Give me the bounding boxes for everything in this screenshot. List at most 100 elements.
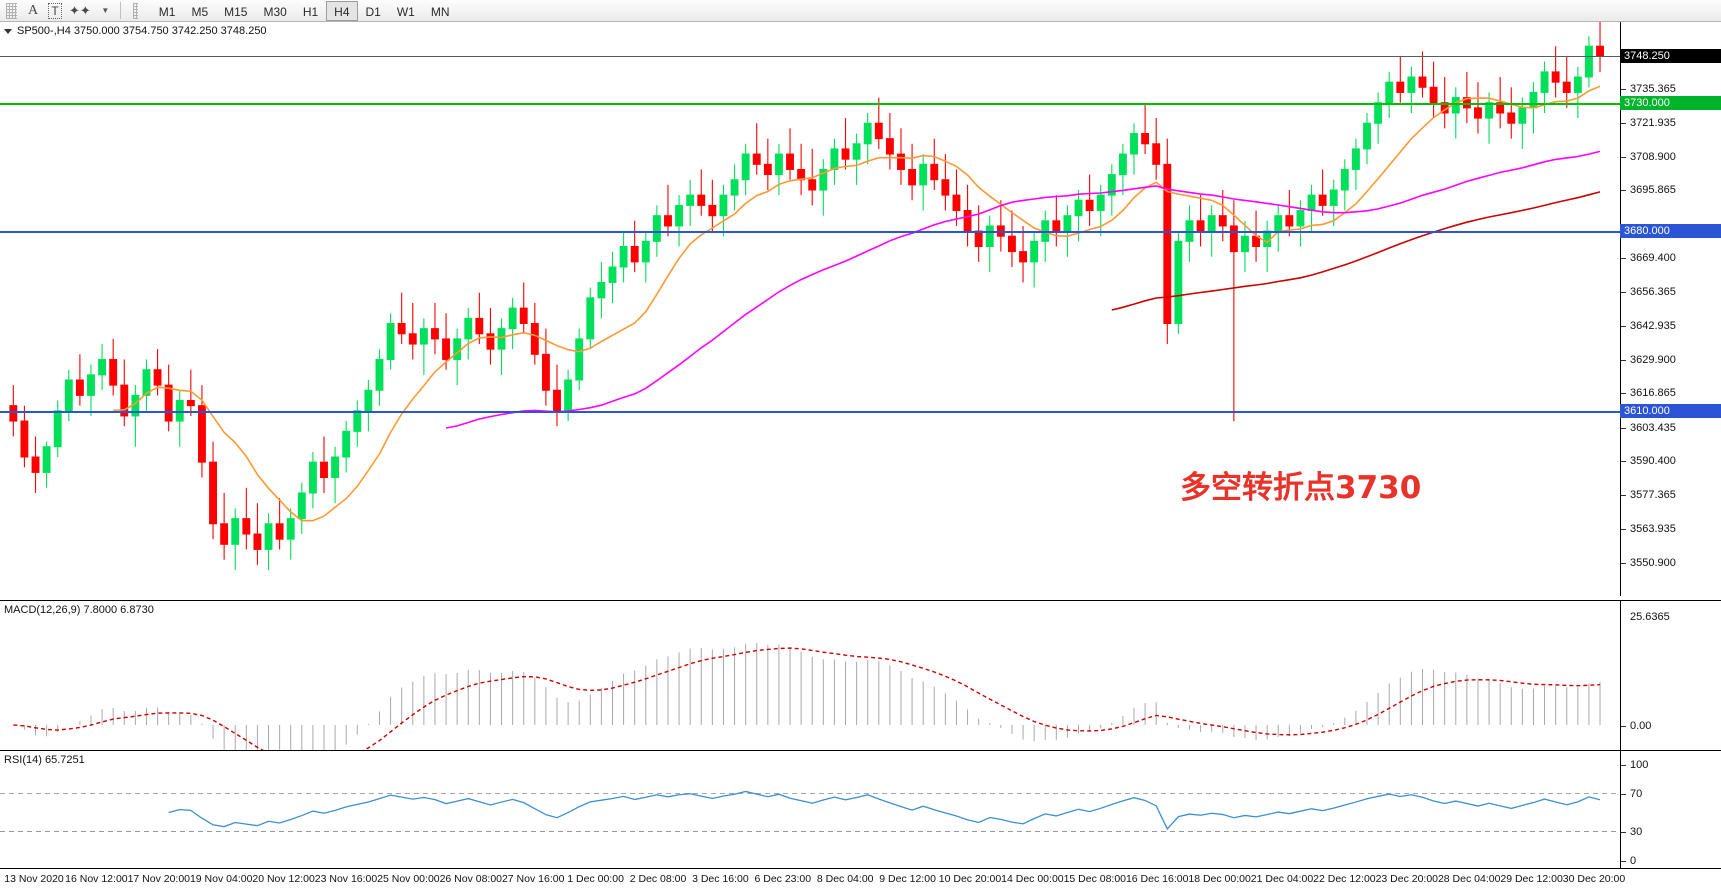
price-tick-mark	[1621, 123, 1626, 125]
macd-label: MACD(12,26,9) 7.8000 6.8730	[4, 604, 154, 616]
time-axis-label: 27 Nov 16:00	[501, 873, 565, 885]
time-axis-label: 29 Dec 12:00	[1500, 873, 1563, 885]
timeframe-button-h1[interactable]: H1	[302, 4, 319, 19]
rsi-tick-label: 70	[1630, 787, 1643, 800]
price-tick-mark	[1621, 393, 1626, 395]
level-line-3680.000[interactable]	[0, 231, 1620, 234]
text-label-icon[interactable]: A	[27, 2, 39, 18]
main-toolbar: A T ✦✦ ▼ M1 M5 M15 M30 H1 H4 D1 W1 MN	[0, 0, 1721, 22]
level-line-3748.250[interactable]	[0, 55, 1620, 57]
price-tick-mark	[1621, 190, 1626, 192]
time-axis-label: 14 Dec 00:00	[1001, 873, 1064, 885]
timeframe-button-m15[interactable]: M15	[224, 4, 248, 19]
rsi-plot-area[interactable]	[0, 751, 1620, 868]
time-axis-label: 15 Dec 08:00	[1063, 873, 1127, 885]
time-axis-label: 9 Dec 12:00	[879, 873, 936, 885]
price-tick-label: 3629.900	[1630, 353, 1676, 366]
rsi-label: RSI(14) 65.7251	[4, 754, 85, 766]
rsi-axis[interactable]: 100 70 30 0	[1620, 751, 1721, 868]
toolbar-grip-icon[interactable]	[125, 1, 147, 21]
support-level-tag-3680[interactable]: 3680.000	[1620, 224, 1721, 239]
chart-annotation-text: 多空转折点3730	[1180, 470, 1422, 506]
rsi-tick-mark	[1621, 793, 1626, 795]
crosshair-grip-icon[interactable]	[0, 1, 22, 21]
macd-series	[13, 643, 1601, 772]
price-tick-mark	[1621, 291, 1626, 293]
price-panel[interactable]: SP500-,H4 3750.000 3754.750 3742.250 374…	[0, 22, 1721, 596]
time-axis[interactable]: 13 Nov 2020 16 Nov 12:00 17 Nov 20:00 19 No…	[0, 868, 1721, 891]
price-tick-mark	[1621, 494, 1626, 496]
rsi-tick-label: 0	[1630, 855, 1637, 867]
level-line-3730.000[interactable]	[0, 102, 1620, 105]
rsi-tick-mark	[1621, 861, 1626, 862]
price-tick-label: 3669.400	[1630, 252, 1676, 265]
resistance-level-tag[interactable]: 3730.000	[1620, 95, 1721, 110]
timeframe-button-m30[interactable]: M30	[263, 4, 287, 19]
text-box-icon[interactable]: T	[44, 1, 66, 21]
time-axis-label: 16 Nov 12:00	[65, 873, 128, 885]
timeframe-button-mn[interactable]: MN	[430, 4, 450, 19]
level-line-3610.000[interactable]	[0, 410, 1620, 413]
price-tick-mark	[1621, 359, 1626, 361]
price-tick-mark	[1621, 562, 1626, 564]
collapse-triangle-icon[interactable]	[4, 28, 12, 34]
price-tick-mark	[1621, 427, 1626, 429]
symbol-ohlc-text: SP500-,H4 3750.000 3754.750 3742.250 374…	[17, 25, 267, 37]
timeframe-button-m1[interactable]: M1	[158, 4, 176, 19]
rsi-panel[interactable]: RSI(14) 65.7251 100 70 30 0	[0, 750, 1721, 868]
time-axis-label: 21 Dec 04:00	[1250, 873, 1314, 885]
rsi-tick-label: 100	[1630, 759, 1649, 771]
macd-plot-area[interactable]	[0, 601, 1620, 772]
time-axis-label: 23 Nov 16:00	[314, 873, 378, 885]
rsi-series	[0, 790, 1620, 833]
timeframe-button-m5[interactable]: M5	[191, 4, 209, 19]
price-tick-mark	[1621, 258, 1626, 260]
support-level-tag-3610[interactable]: 3610.000	[1620, 403, 1721, 418]
time-axis-label: 8 Dec 04:00	[816, 873, 874, 885]
price-plot-area[interactable]: 多空转折点3730	[0, 22, 1620, 596]
dropdown-caret-icon[interactable]: ▼	[101, 6, 110, 15]
time-axis-label: 28 Dec 04:00	[1437, 873, 1501, 885]
price-tick-label: 3616.865	[1630, 387, 1676, 400]
chart-container[interactable]: SP500-,H4 3750.000 3754.750 3742.250 374…	[0, 22, 1721, 891]
price-tick-label: 3563.935	[1630, 523, 1676, 536]
time-axis-label: 20 Nov 12:00	[252, 873, 315, 885]
price-tick-mark	[1621, 461, 1626, 463]
price-tick-label: 3708.900	[1630, 150, 1676, 163]
timeframe-button-d1[interactable]: D1	[365, 4, 381, 19]
time-axis-label: 25 Nov 00:00	[377, 873, 440, 885]
time-axis-label: 3 Dec 16:00	[692, 873, 749, 885]
rsi-tick-mark	[1621, 832, 1626, 834]
price-tick-label: 3590.400	[1630, 455, 1676, 468]
price-tick-label: 3656.365	[1630, 285, 1676, 298]
candlestick-series	[9, 22, 1604, 570]
time-axis-label: 6 Dec 23:00	[754, 873, 812, 885]
macd-panel[interactable]: MACD(12,26,9) 7.8000 6.8730 25.63650.00-…	[0, 600, 1721, 772]
arrows-icon[interactable]: ✦✦	[69, 2, 91, 18]
time-axis-label: 26 Nov 08:00	[439, 873, 503, 885]
time-axis-label: 19 Nov 04:00	[189, 873, 253, 885]
time-axis-label: 18 Dec 00:00	[1188, 873, 1251, 885]
price-tick-label: 3735.365	[1630, 82, 1676, 95]
price-tick-label: 3577.365	[1630, 488, 1676, 501]
toolbar-divider	[119, 2, 121, 19]
last-price-tag[interactable]: 3748.250	[1620, 48, 1721, 63]
macd-tick-label: 25.6365	[1630, 611, 1670, 623]
price-axis[interactable]: 3735.365 3721.935 3708.900 3695.865 3669.400…	[1620, 22, 1721, 596]
time-axis-label: 10 Dec 20:00	[938, 873, 1002, 885]
macd-tick-label: 0.00	[1630, 719, 1652, 732]
time-axis-label: 2 Dec 08:00	[629, 873, 687, 885]
timeframe-button-h4[interactable]: H4	[326, 0, 358, 21]
price-tick-label: 3695.865	[1630, 184, 1676, 197]
price-tick-label: 3642.935	[1630, 320, 1676, 333]
price-tick-label: 3550.900	[1630, 556, 1676, 569]
symbol-info-line: SP500-,H4 3750.000 3754.750 3742.250 374…	[4, 25, 267, 37]
timeframe-button-w1[interactable]: W1	[396, 4, 415, 19]
time-axis-label: 30 Dec 20:00	[1562, 873, 1626, 885]
time-axis-label: 13 Nov 2020	[4, 873, 64, 885]
price-tick-mark	[1621, 529, 1626, 531]
time-axis-label: 16 Dec 16:00	[1125, 873, 1189, 885]
timeframe-button-group: M1 M5 M15 M30 H1 H4 D1 W1 MN	[151, 0, 458, 21]
